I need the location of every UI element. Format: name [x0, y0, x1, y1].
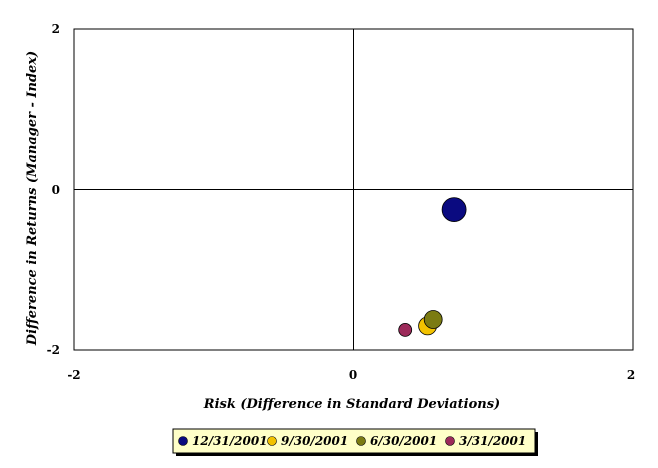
legend-marker	[445, 436, 455, 446]
legend: 12/31/2001 9/30/2001 6/30/2001 3/31/2001	[172, 428, 538, 456]
x-tick-label: 0	[349, 368, 357, 382]
legend-label: 3/31/2001	[459, 434, 526, 448]
x-axis-title: Risk (Difference in Standard Deviations)	[203, 397, 500, 412]
x-tick-label: -2	[67, 368, 80, 382]
legend-marker	[178, 436, 188, 446]
legend-label: 6/30/2001	[370, 434, 437, 448]
legend-label: 9/30/2001	[281, 434, 348, 448]
data-point-12-31-2001	[441, 197, 467, 223]
legend-marker	[356, 436, 366, 446]
data-points	[398, 197, 467, 337]
y-axis-title: Difference in Returns (Manager - Index)	[25, 51, 40, 346]
y-tick-label: 2	[52, 22, 60, 36]
legend-box	[172, 428, 536, 454]
x-tick-label: 2	[627, 368, 635, 382]
data-point-6-30-2001	[423, 310, 443, 329]
data-point-3-31-2001	[398, 322, 413, 337]
legend-marker	[267, 436, 277, 446]
legend-label: 12/31/2001	[192, 434, 268, 448]
y-tick-label: 0	[52, 183, 60, 197]
y-tick-label: -2	[47, 343, 60, 357]
